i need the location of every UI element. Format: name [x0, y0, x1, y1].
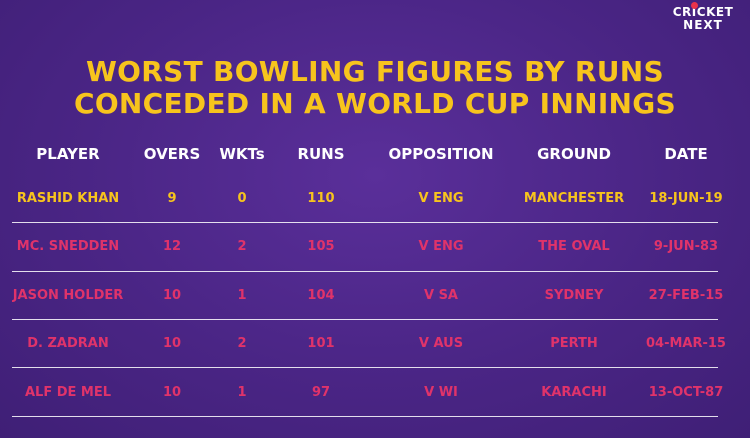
title-line2: CONCEDED IN A WORLD CUP INNINGS [73, 87, 677, 120]
logo-line2: NEXT [683, 18, 723, 32]
cell-player: D. ZADRAN [27, 336, 109, 351]
row-divider [12, 416, 718, 417]
cell-wickets: 2 [237, 239, 247, 254]
cell-ground: THE OVAL [538, 239, 610, 254]
header-date: DATE [664, 145, 708, 163]
table-row: JASON HOLDER 10 1 104 V SA SYDNEY 27-FEB… [0, 272, 750, 320]
cell-ground: MANCHESTER [523, 191, 625, 206]
cell-runs: 110 [307, 191, 335, 206]
row-divider [12, 367, 718, 368]
cell-player: ALF DE MEL [24, 385, 112, 400]
cell-player: JASON HOLDER [12, 288, 124, 303]
table-header: PLAYER OVERS WKTs RUNS OPPOSITION GROUND… [0, 130, 750, 178]
cell-opposition: V ENG [418, 191, 464, 206]
cell-opposition: V WI [424, 385, 458, 400]
table-row: RASHID KHAN 9 0 110 V ENG MANCHESTER 18-… [0, 175, 750, 223]
cell-opposition: V ENG [418, 239, 464, 254]
cell-wickets: 2 [237, 336, 247, 351]
row-divider [12, 319, 718, 320]
cell-overs: 12 [162, 239, 182, 254]
cell-player: MC. SNEDDEN [16, 239, 120, 254]
cell-player: RASHID KHAN [16, 191, 120, 206]
header-overs: OVERS [143, 145, 201, 163]
header-opposition: OPPOSITION [388, 145, 494, 163]
cell-overs: 10 [162, 288, 182, 303]
logo-dot-icon [691, 2, 698, 9]
cell-date: 04-MAR-15 [646, 336, 726, 351]
header-ground: GROUND [537, 145, 611, 163]
cell-runs: 101 [307, 336, 335, 351]
cell-wickets: 1 [237, 288, 247, 303]
cell-date: 18-JUN-19 [649, 191, 723, 206]
cricketnext-logo: CRICKET NEXT [670, 2, 736, 32]
row-divider [12, 271, 718, 272]
table-row: ALF DE MEL 10 1 97 V WI KARACHI 13-OCT-8… [0, 369, 750, 417]
cell-date: 13-OCT-87 [648, 385, 724, 400]
cell-runs: 97 [311, 385, 331, 400]
page-title: WORST BOWLING FIGURES BY RUNS CONCEDED I… [0, 56, 750, 120]
row-divider [12, 222, 718, 223]
cell-wickets: 1 [237, 385, 247, 400]
header-player: PLAYER [36, 145, 100, 163]
cell-date: 9-JUN-83 [653, 239, 719, 254]
cell-opposition: V SA [423, 288, 458, 303]
header-wickets: WKTs [219, 145, 265, 163]
cell-opposition: V AUS [418, 336, 464, 351]
cell-overs: 10 [162, 385, 182, 400]
cell-runs: 104 [307, 288, 335, 303]
cell-ground: KARACHI [541, 385, 607, 400]
cell-wickets: 0 [237, 191, 247, 206]
cell-ground: SYDNEY [544, 288, 604, 303]
table-row: MC. SNEDDEN 12 2 105 V ENG THE OVAL 9-JU… [0, 223, 750, 271]
cell-overs: 10 [162, 336, 182, 351]
cell-runs: 105 [307, 239, 335, 254]
cell-date: 27-FEB-15 [648, 288, 724, 303]
header-runs: RUNS [297, 145, 345, 163]
cell-overs: 9 [167, 191, 177, 206]
table-row: D. ZADRAN 10 2 101 V AUS PERTH 04-MAR-15 [0, 320, 750, 368]
logo-line1: CRICKET [672, 5, 734, 19]
cell-ground: PERTH [550, 336, 598, 351]
title-line1: WORST BOWLING FIGURES BY RUNS [85, 55, 664, 88]
